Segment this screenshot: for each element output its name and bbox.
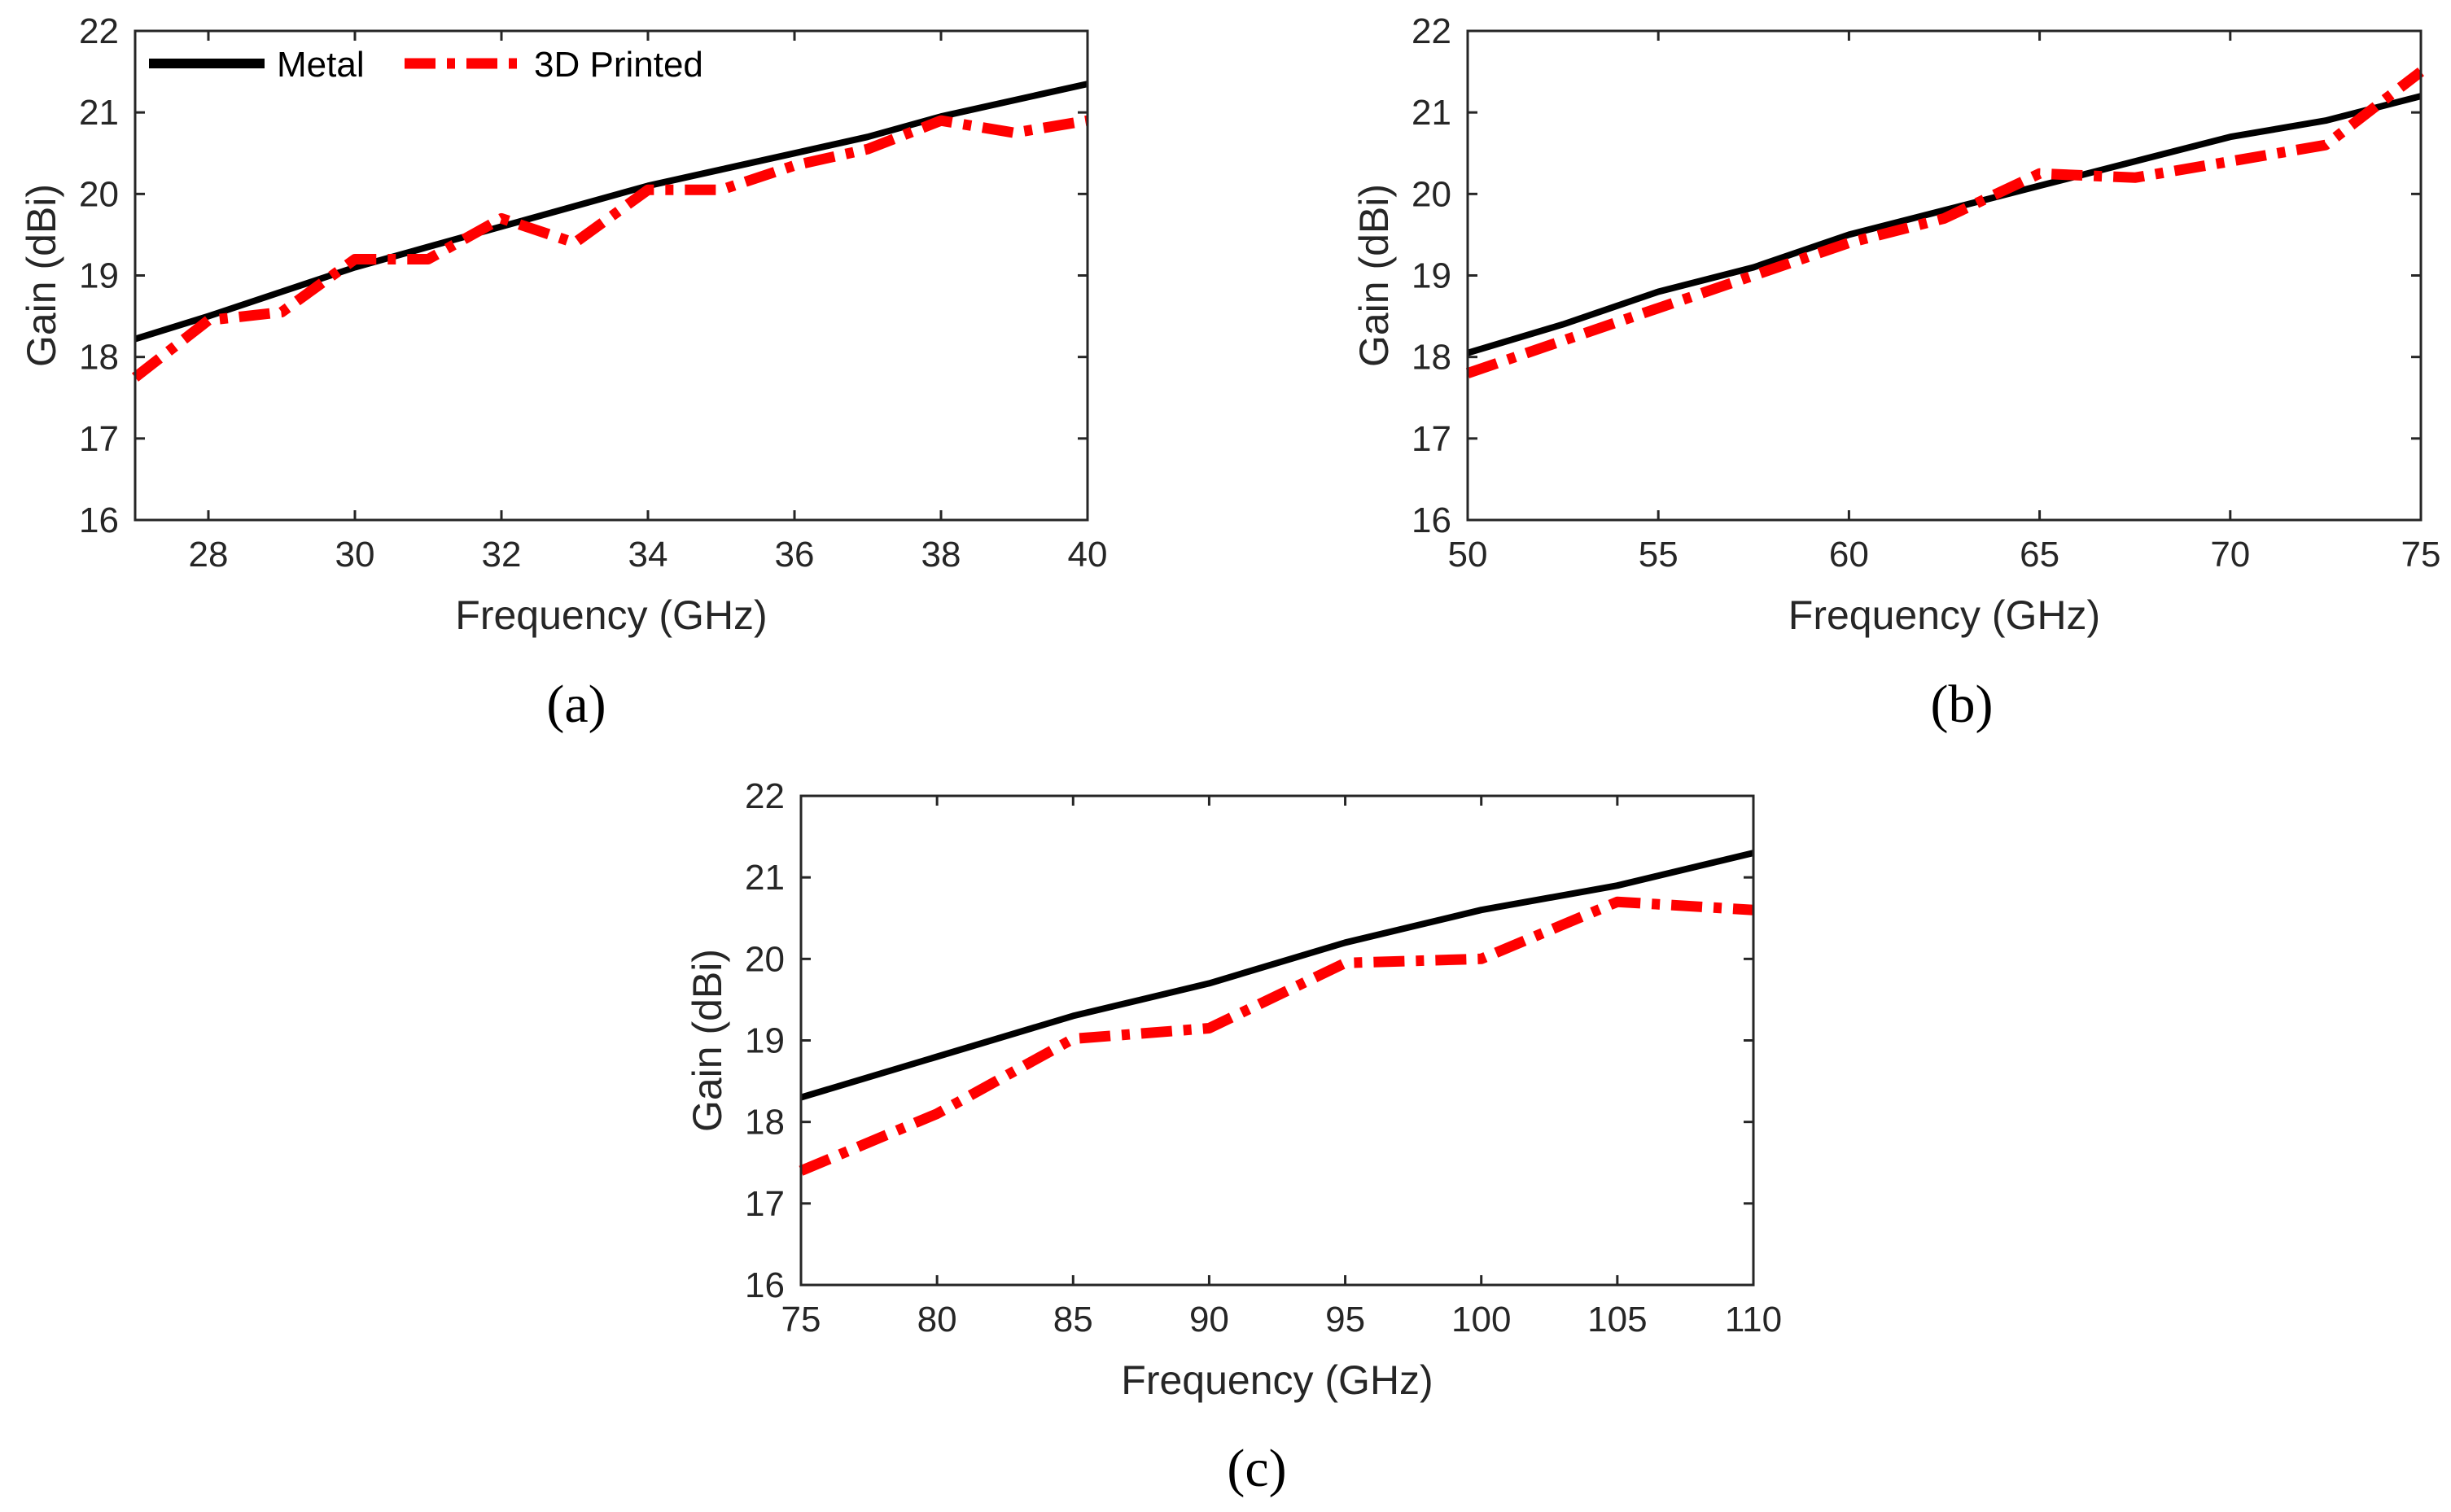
panel-caption-c: (c)	[1227, 1439, 1286, 1498]
x-tick-label-c: 105	[1587, 1300, 1647, 1339]
plot-area-b	[1468, 31, 2421, 520]
y-tick-label-a: 17	[79, 419, 119, 459]
plot-area-c	[801, 796, 1753, 1285]
y-tick-label-b: 21	[1412, 93, 1451, 133]
legend-label-3d-printed: 3D Printed	[534, 45, 703, 85]
x-axis-label-b: Frequency (GHz)	[1788, 592, 2100, 638]
series-line-3d-printed-b	[1465, 67, 2424, 378]
y-tick-label-b: 22	[1412, 11, 1451, 51]
x-tick-label-a: 32	[482, 535, 522, 575]
y-tick-label-b: 17	[1412, 419, 1451, 459]
y-tick-label-b: 16	[1412, 500, 1451, 540]
x-tick-label-c: 75	[781, 1300, 821, 1339]
x-tick-label-b: 75	[2401, 535, 2441, 575]
series-group-c	[799, 850, 1754, 1176]
x-tick-label-a: 28	[189, 535, 229, 575]
y-tick-label-c: 16	[745, 1265, 785, 1305]
y-tick-label-a: 19	[79, 256, 119, 296]
x-tick-label-a: 30	[335, 535, 375, 575]
series-line-metal-b	[1466, 93, 2422, 356]
x-tick-label-b: 50	[1448, 535, 1488, 575]
x-tick-label-c: 85	[1053, 1300, 1093, 1339]
series-line-metal-c	[799, 850, 1754, 1101]
x-axis-label-c: Frequency (GHz)	[1121, 1357, 1433, 1403]
y-axis-label-c: Gain (dBi)	[685, 949, 730, 1132]
y-tick-label-c: 18	[745, 1103, 785, 1143]
series-group-a	[132, 81, 1089, 382]
y-tick-label-b: 19	[1412, 256, 1451, 296]
x-tick-label-c: 110	[1725, 1300, 1782, 1339]
chart-legend: Metal 3D Printed	[149, 45, 703, 85]
y-tick-label-b: 20	[1412, 174, 1451, 214]
x-tick-label-c: 90	[1189, 1300, 1229, 1339]
y-tick-label-a: 16	[79, 500, 119, 540]
panel-caption-a: (a)	[546, 675, 606, 734]
x-tick-label-b: 65	[2020, 535, 2059, 575]
x-tick-label-b: 55	[1639, 535, 1678, 575]
x-tick-label-a: 38	[921, 535, 961, 575]
y-tick-label-a: 22	[79, 11, 119, 51]
y-axis-label-b: Gain (dBi)	[1351, 184, 1397, 367]
x-tick-label-a: 36	[775, 535, 815, 575]
legend-label-metal: Metal	[277, 45, 365, 85]
series-line-3d-printed-c	[799, 896, 1754, 1176]
series-group-b	[1465, 67, 2424, 378]
panel-caption-b: (b)	[1931, 675, 1994, 734]
x-tick-label-c: 80	[917, 1300, 957, 1339]
y-tick-label-c: 21	[745, 858, 785, 898]
x-axis-label-a: Frequency (GHz)	[455, 592, 767, 638]
y-tick-label-a: 21	[79, 93, 119, 133]
y-tick-label-c: 22	[745, 776, 785, 816]
y-tick-label-c: 17	[745, 1184, 785, 1224]
y-tick-label-a: 18	[79, 338, 119, 378]
chart-panel-b: 50 55 60 65 70 75 16 17 18 19 20 21 22 Frequency (GHz…	[1351, 11, 2440, 638]
x-tick-label-c: 95	[1325, 1300, 1365, 1339]
plot-area-a	[135, 31, 1088, 520]
y-tick-label-c: 20	[745, 939, 785, 979]
chart-panel-c: 75 80 85 90 95 100 105 110 16 17 18 19 20 21 22 Frequen…	[685, 776, 1782, 1403]
y-axis-label-a: Gain (dBi)	[19, 184, 64, 367]
x-tick-label-b: 60	[1829, 535, 1869, 575]
x-tick-label-a: 34	[628, 535, 668, 575]
y-tick-label-b: 18	[1412, 338, 1451, 378]
y-tick-label-c: 19	[745, 1021, 785, 1061]
chart-panel-a: 28 30 32 34 36 38 40 16 17 18 19 20 21 22 Frequency (G…	[19, 11, 1107, 638]
y-tick-label-a: 20	[79, 174, 119, 214]
series-line-3d-printed-a	[132, 115, 1089, 382]
x-tick-label-b: 70	[2210, 535, 2250, 575]
x-tick-label-c: 100	[1451, 1300, 1511, 1339]
x-tick-label-a: 40	[1068, 535, 1108, 575]
